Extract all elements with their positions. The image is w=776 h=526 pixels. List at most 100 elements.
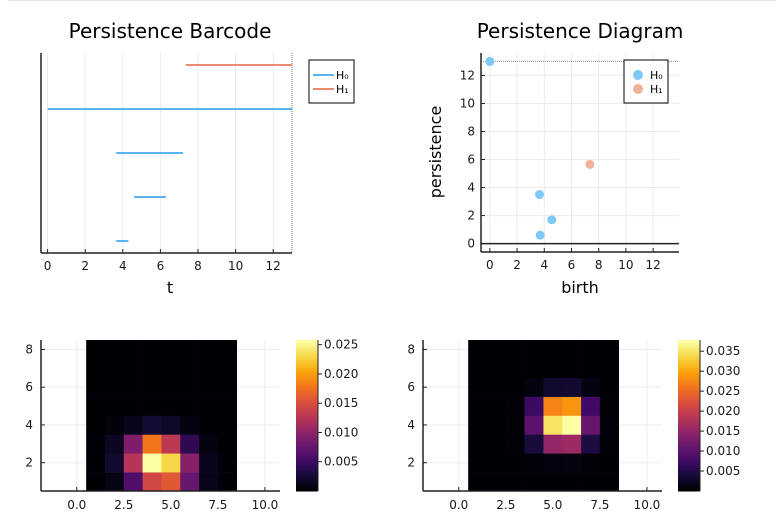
heatmap-h1-colorbar-segment [678,377,700,381]
heatmap-h0-cell [217,396,238,416]
heatmap-h1-colorbar-segment [678,415,700,419]
heatmap-h1-colorbar-segment [678,385,700,389]
heatmap-h0-colorbar-segment [296,450,318,454]
heatmap-h0-colorbar-segment [296,458,318,462]
heatmap-h0-colorbar-tick-label: 0.015 [324,396,358,410]
heatmap-h0-cell [142,415,162,435]
heatmap-h0-cell [123,453,143,473]
heatmap-h0-colorbar-segment [296,367,318,371]
heatmap-h1-cell [543,377,563,397]
heatmap-h0-colorbar-segment [296,418,318,422]
diagram-ytick-label: 10 [460,96,475,110]
heatmap-h1-colorbar-segment [678,355,700,359]
heatmap-h0-cell [161,453,181,473]
heatmap-h0-ytick-label: 2 [25,456,33,470]
heatmap-h1-cell [581,358,601,379]
heatmap-h1-cell [505,415,525,435]
barcode-xtick-label: 10 [228,259,243,273]
heatmap-h0-colorbar-tick-label: 0.020 [324,367,358,381]
diagram-xtick-label: 2 [513,258,521,272]
heatmap-h0-colorbar-segment [296,480,318,484]
heatmap-h0-cell [180,358,200,379]
heatmap-h1-cell [468,396,488,416]
heatmap-h0-cell [161,434,181,454]
heatmap-h1-colorbar-segment [678,465,700,469]
diagram-xtick-label: 10 [618,258,633,272]
heatmap-h0-colorbar-segment [296,405,318,409]
heatmap-h0-cell [199,340,219,360]
heatmap-h1-cell [562,415,582,435]
barcode-legend-label: H₁ [336,83,349,96]
heatmap-h1-cell [486,396,507,416]
heatmap-h1-colorbar-segment [678,397,700,401]
heatmap-h0-colorbar-segment [296,375,318,379]
barcode-xtick-label: 2 [81,259,89,273]
heatmap-h0-colorbar-segment [296,468,318,472]
heatmap-h1-colorbar-segment [678,418,700,422]
heatmap-h0-xtick-label: 2.5 [114,498,133,512]
barcode-title: Persistence Barcode [69,19,272,43]
heatmap-h1-xtick-label: 2.5 [496,498,515,512]
diagram-legend-label: H₀ [650,69,663,82]
heatmap-h0-cell [161,415,181,435]
heatmap-h1-colorbar-segment [678,488,700,492]
heatmap-h1-cell [581,434,601,454]
heatmap-h0-colorbar-segment [296,453,318,457]
heatmap-h1-cell [486,340,507,360]
heatmap-h1-xtick-label: 10.0 [634,498,661,512]
heatmap-h1-plot: 0.0 2.5 5.0 7.5 10.0 2 4 6 8 0.005 0.010 0.015 0.020… [407,340,740,512]
heatmap-h0-ytick-label: 4 [25,418,33,432]
heatmap-h0-cell [123,340,143,360]
heatmap-h1-colorbar-segment [678,450,700,454]
heatmap-h1-colorbar-segment [678,430,700,434]
heatmap-h0-colorbar-tick-label: 0.005 [324,455,358,469]
heatmap-h0-colorbar-tick-label: 0.025 [324,338,358,352]
heatmap-h1-cell [468,415,488,435]
heatmap-h0-cell [104,396,125,416]
heatmap-h0-colorbar-segment [296,423,318,427]
heatmap-h1-colorbar-segment [678,483,700,487]
heatmap-h1-colorbar-segment [678,448,700,452]
heatmap-h1-colorbar-segment [678,360,700,364]
heatmap-h1-colorbar-segment [678,470,700,474]
heatmap-h0-cell [217,434,238,454]
heatmap-h0-cell [217,377,238,397]
heatmap-h1-colorbar-tick-label: 0.020 [706,404,740,418]
heatmap-h1-colorbar-tick-label: 0.015 [706,424,740,438]
heatmap-h1-colorbar-segment [678,390,700,394]
heatmap-h0-ytick-label: 8 [25,342,33,356]
diagram-point-h0 [547,215,557,225]
barcode-xtick-label: 8 [194,259,202,273]
heatmap-h1-colorbar-segment [678,475,700,479]
heatmap-h1-colorbar-segment [678,468,700,472]
heatmap-h1-colorbar-segment [678,455,700,459]
heatmap-h1-colorbar-segment [678,458,700,462]
heatmap-h0-cell [123,358,143,379]
heatmap-h0-cell [161,358,181,379]
heatmap-h0-colorbar-segment [296,470,318,474]
heatmap-h1-colorbar-segment [678,435,700,439]
heatmap-h0-colorbar-segment [296,463,318,467]
heatmap-h0-cell [123,377,143,397]
heatmap-h1-cell [468,434,488,454]
heatmap-h0-cell [199,415,219,435]
diagram-ytick-label: 8 [467,124,475,138]
heatmap-h0-xtick-label: 5.0 [161,498,180,512]
diagram-title: Persistence Diagram [477,19,684,43]
heatmap-h0-colorbar-segment [296,438,318,442]
heatmap-h1-colorbar-segment [678,352,700,356]
heatmap-h1-cell [562,340,582,360]
heatmap-h0-cell [104,358,125,379]
diagram-xlabel: birth [561,278,599,297]
heatmap-h1-cell [486,453,507,473]
diagram-legend-marker [633,70,643,80]
heatmap-h0-cell [217,472,238,492]
heatmap-h0-colorbar-segment [296,355,318,359]
heatmap-h0-cell [142,453,162,473]
heatmap-h0-cell [123,396,143,416]
heatmap-h1-colorbar-segment [678,402,700,406]
heatmap-h1-colorbar-segment [678,420,700,424]
heatmap-h1-colorbar-tick-label: 0.025 [706,384,740,398]
heatmap-h0-colorbar-segment [296,445,318,449]
